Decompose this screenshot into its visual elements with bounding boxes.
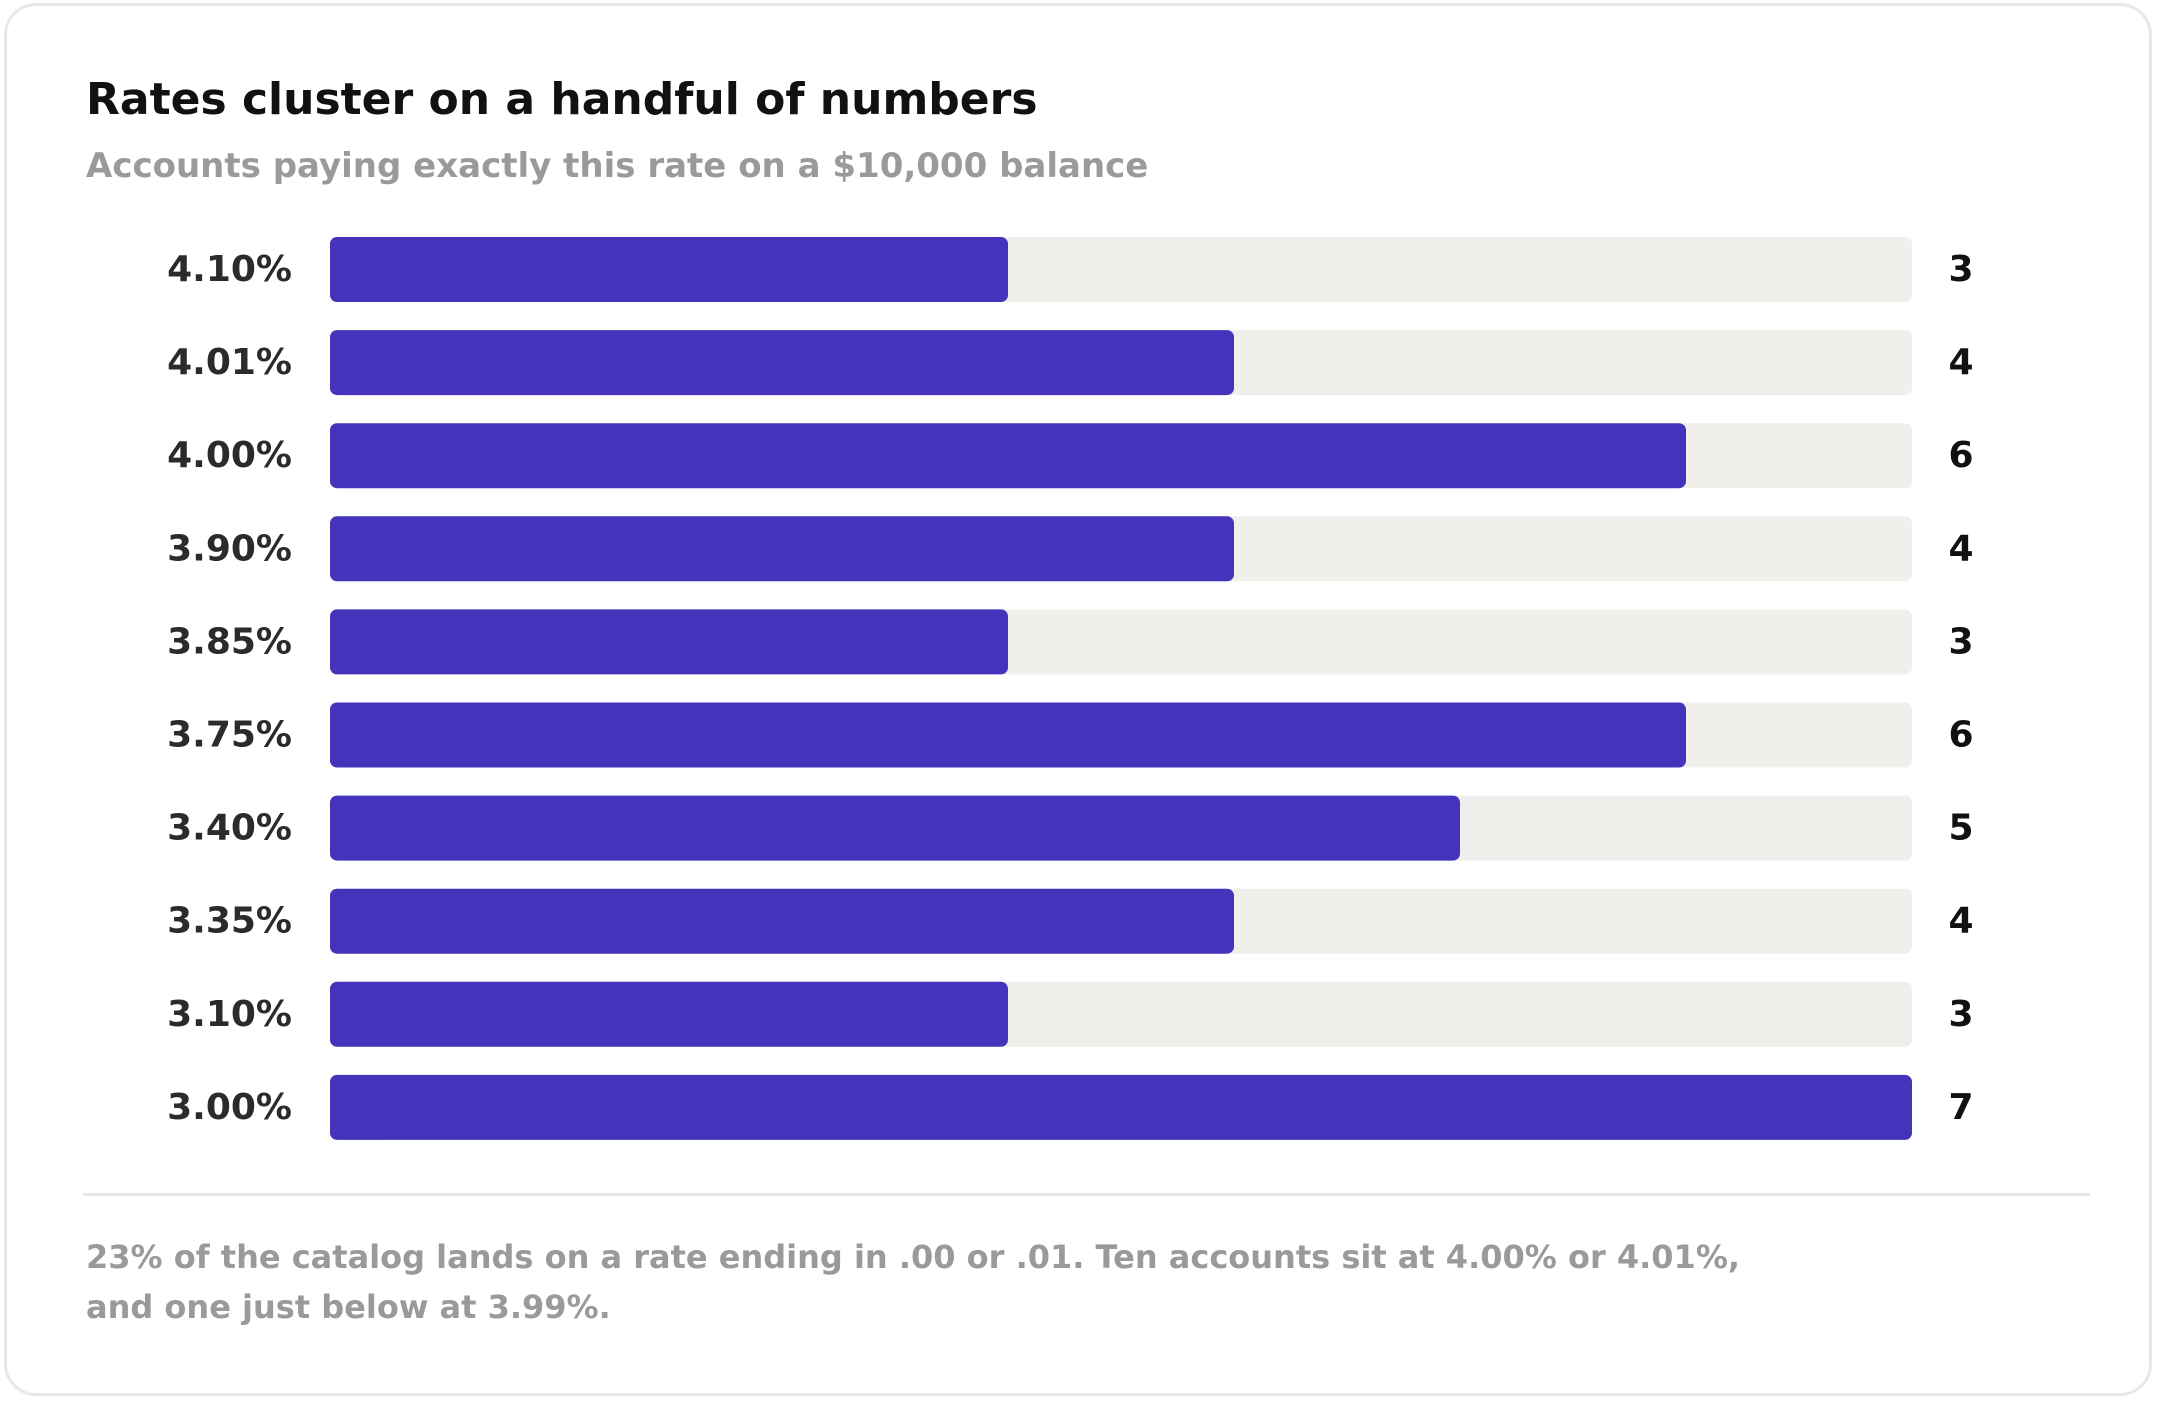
- bar-row-3-00: 3.00% 7: [167, 1074, 1974, 1140]
- bar-row-3-85: 3.85% 3: [167, 609, 1974, 675]
- category-label: 3.40%: [167, 808, 292, 849]
- category-label: 4.10%: [167, 249, 292, 290]
- bar: [330, 609, 1008, 675]
- chart-footnote: 23% of the catalog lands on a rate endin…: [86, 1238, 1741, 1326]
- bar-row-3-75: 3.75% 6: [167, 702, 1974, 768]
- bar: [330, 237, 1008, 302]
- bar-row-3-40: 3.40% 5: [167, 795, 1974, 861]
- divider: [83, 1193, 2090, 1196]
- data-label: 4: [1948, 342, 1973, 383]
- bar: [330, 1074, 1912, 1140]
- chart-card: Rates cluster on a handful of numbers Ac…: [4, 3, 2152, 1396]
- bar-row-4-01: 4.01% 4: [167, 330, 1974, 396]
- category-label: 4.00%: [167, 435, 292, 476]
- data-label: 7: [1948, 1087, 1973, 1128]
- data-label: 6: [1948, 715, 1973, 756]
- bar-row-3-10: 3.10% 3: [167, 981, 1974, 1047]
- data-label: 4: [1948, 528, 1973, 569]
- bar: [330, 330, 1234, 396]
- category-label: 3.85%: [167, 621, 292, 662]
- bar: [330, 888, 1234, 954]
- bar: [330, 702, 1686, 768]
- chart-title: Rates cluster on a handful of numbers: [86, 74, 1038, 125]
- data-label: 4: [1948, 901, 1973, 942]
- bar-row-3-35: 3.35% 4: [167, 888, 1974, 954]
- chart-subtitle: Accounts paying exactly this rate on a $…: [86, 146, 1149, 186]
- category-label: 3.35%: [167, 901, 292, 942]
- bar: [330, 981, 1008, 1047]
- bar: [330, 516, 1234, 582]
- bar-row-4-10: 4.10% 3: [167, 237, 1974, 302]
- bar-row-3-90: 3.90% 4: [167, 516, 1974, 582]
- category-label: 4.01%: [167, 342, 292, 383]
- category-label: 3.75%: [167, 715, 292, 756]
- category-label: 3.10%: [167, 994, 292, 1035]
- bar-row-4-00: 4.00% 6: [167, 423, 1974, 489]
- bar: [330, 795, 1460, 861]
- category-label: 3.90%: [167, 528, 292, 569]
- bar: [330, 423, 1686, 489]
- data-label: 5: [1948, 808, 1973, 849]
- data-label: 6: [1948, 435, 1973, 476]
- data-label: 3: [1948, 994, 1973, 1035]
- category-label: 3.00%: [167, 1087, 292, 1128]
- data-label: 3: [1948, 249, 1973, 290]
- data-label: 3: [1948, 621, 1973, 662]
